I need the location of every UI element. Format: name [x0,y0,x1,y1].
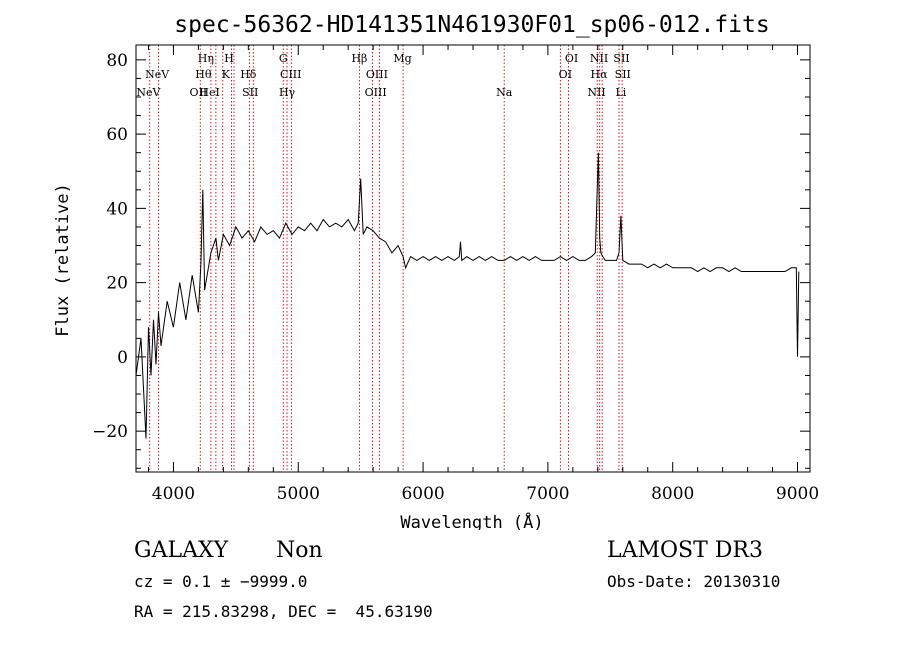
ra-dec-coordinates: RA = 215.83298, DEC = 45.63190 [134,602,433,621]
spectral-line-label: NeV [136,86,161,99]
spectral-line-label: Hθ [195,68,212,81]
chart-title: spec-56362-HD141351N461930F01_sp06-012.f… [174,12,769,38]
x-tick-label: 5000 [277,484,320,504]
x-tick-label: 9000 [776,484,819,504]
spectral-line-label: NeV [145,68,170,81]
redshift-cz: cz = 0.1 ± −9999.0 [134,572,308,591]
spectral-line-label: G [279,52,288,65]
spectrum-series-line [135,152,800,439]
observation-date: Obs-Date: 20130310 [607,572,781,591]
spectral-line-label: OI [559,68,572,81]
spectral-line-label: OII [190,86,208,99]
x-tick-label: 4000 [152,484,195,504]
x-tick-label: 8000 [651,484,694,504]
spectral-line-label: CIII [280,68,301,81]
x-tick-label: 7000 [526,484,569,504]
y-tick-label: 20 [106,274,128,294]
spectral-line-label: SII [242,86,258,99]
spectral-line-label: Na [496,86,513,99]
y-tick-label: 80 [106,51,128,71]
spectral-line-label: Li [615,86,626,99]
y-axis: −20 0 20 40 60 80 [92,51,810,469]
spectral-line-label: HeI [199,86,219,99]
y-tick-label: 60 [106,125,128,145]
spectral-line-label: Hβ [351,52,367,65]
spectral-line-label: OIII [365,86,387,99]
x-axis: 4000 5000 6000 7000 8000 9000 [147,45,819,504]
spectral-line-label: SII [615,68,631,81]
spectral-line-label: SII [613,52,629,65]
spectrum-chart: spec-56362-HD141351N461930F01_sp06-012.f… [53,12,819,530]
spectral-line-label: Hη [198,52,214,65]
series-layer [135,152,800,439]
y-tick-label: 40 [106,199,128,219]
survey-name: LAMOST DR3 [607,538,763,563]
y-tick-label: 0 [117,348,128,368]
spectral-line-label: Mg [393,52,411,65]
plot-frame [135,44,811,473]
x-tick-label: 6000 [401,484,444,504]
spectral-line-label: NII [587,86,605,99]
spectral-line-label: K [222,68,231,81]
y-tick-label: −20 [92,422,128,442]
spectral-line-label: Hα [591,68,609,81]
x-axis-label: Wavelength (Å) [400,511,543,530]
spectral-line-label: OIII [366,68,388,81]
spectral-line-label: OI [565,52,578,65]
y-axis-label: Flux (relative) [53,183,73,337]
spectral-line-label: Hδ [240,68,257,81]
spectral-line-label: H [224,52,234,65]
object-subclass: Non [276,538,323,563]
object-class: GALAXY [134,538,229,563]
spectral-line-label: NII [590,52,608,65]
spectral-line-label: Hγ [279,86,296,99]
